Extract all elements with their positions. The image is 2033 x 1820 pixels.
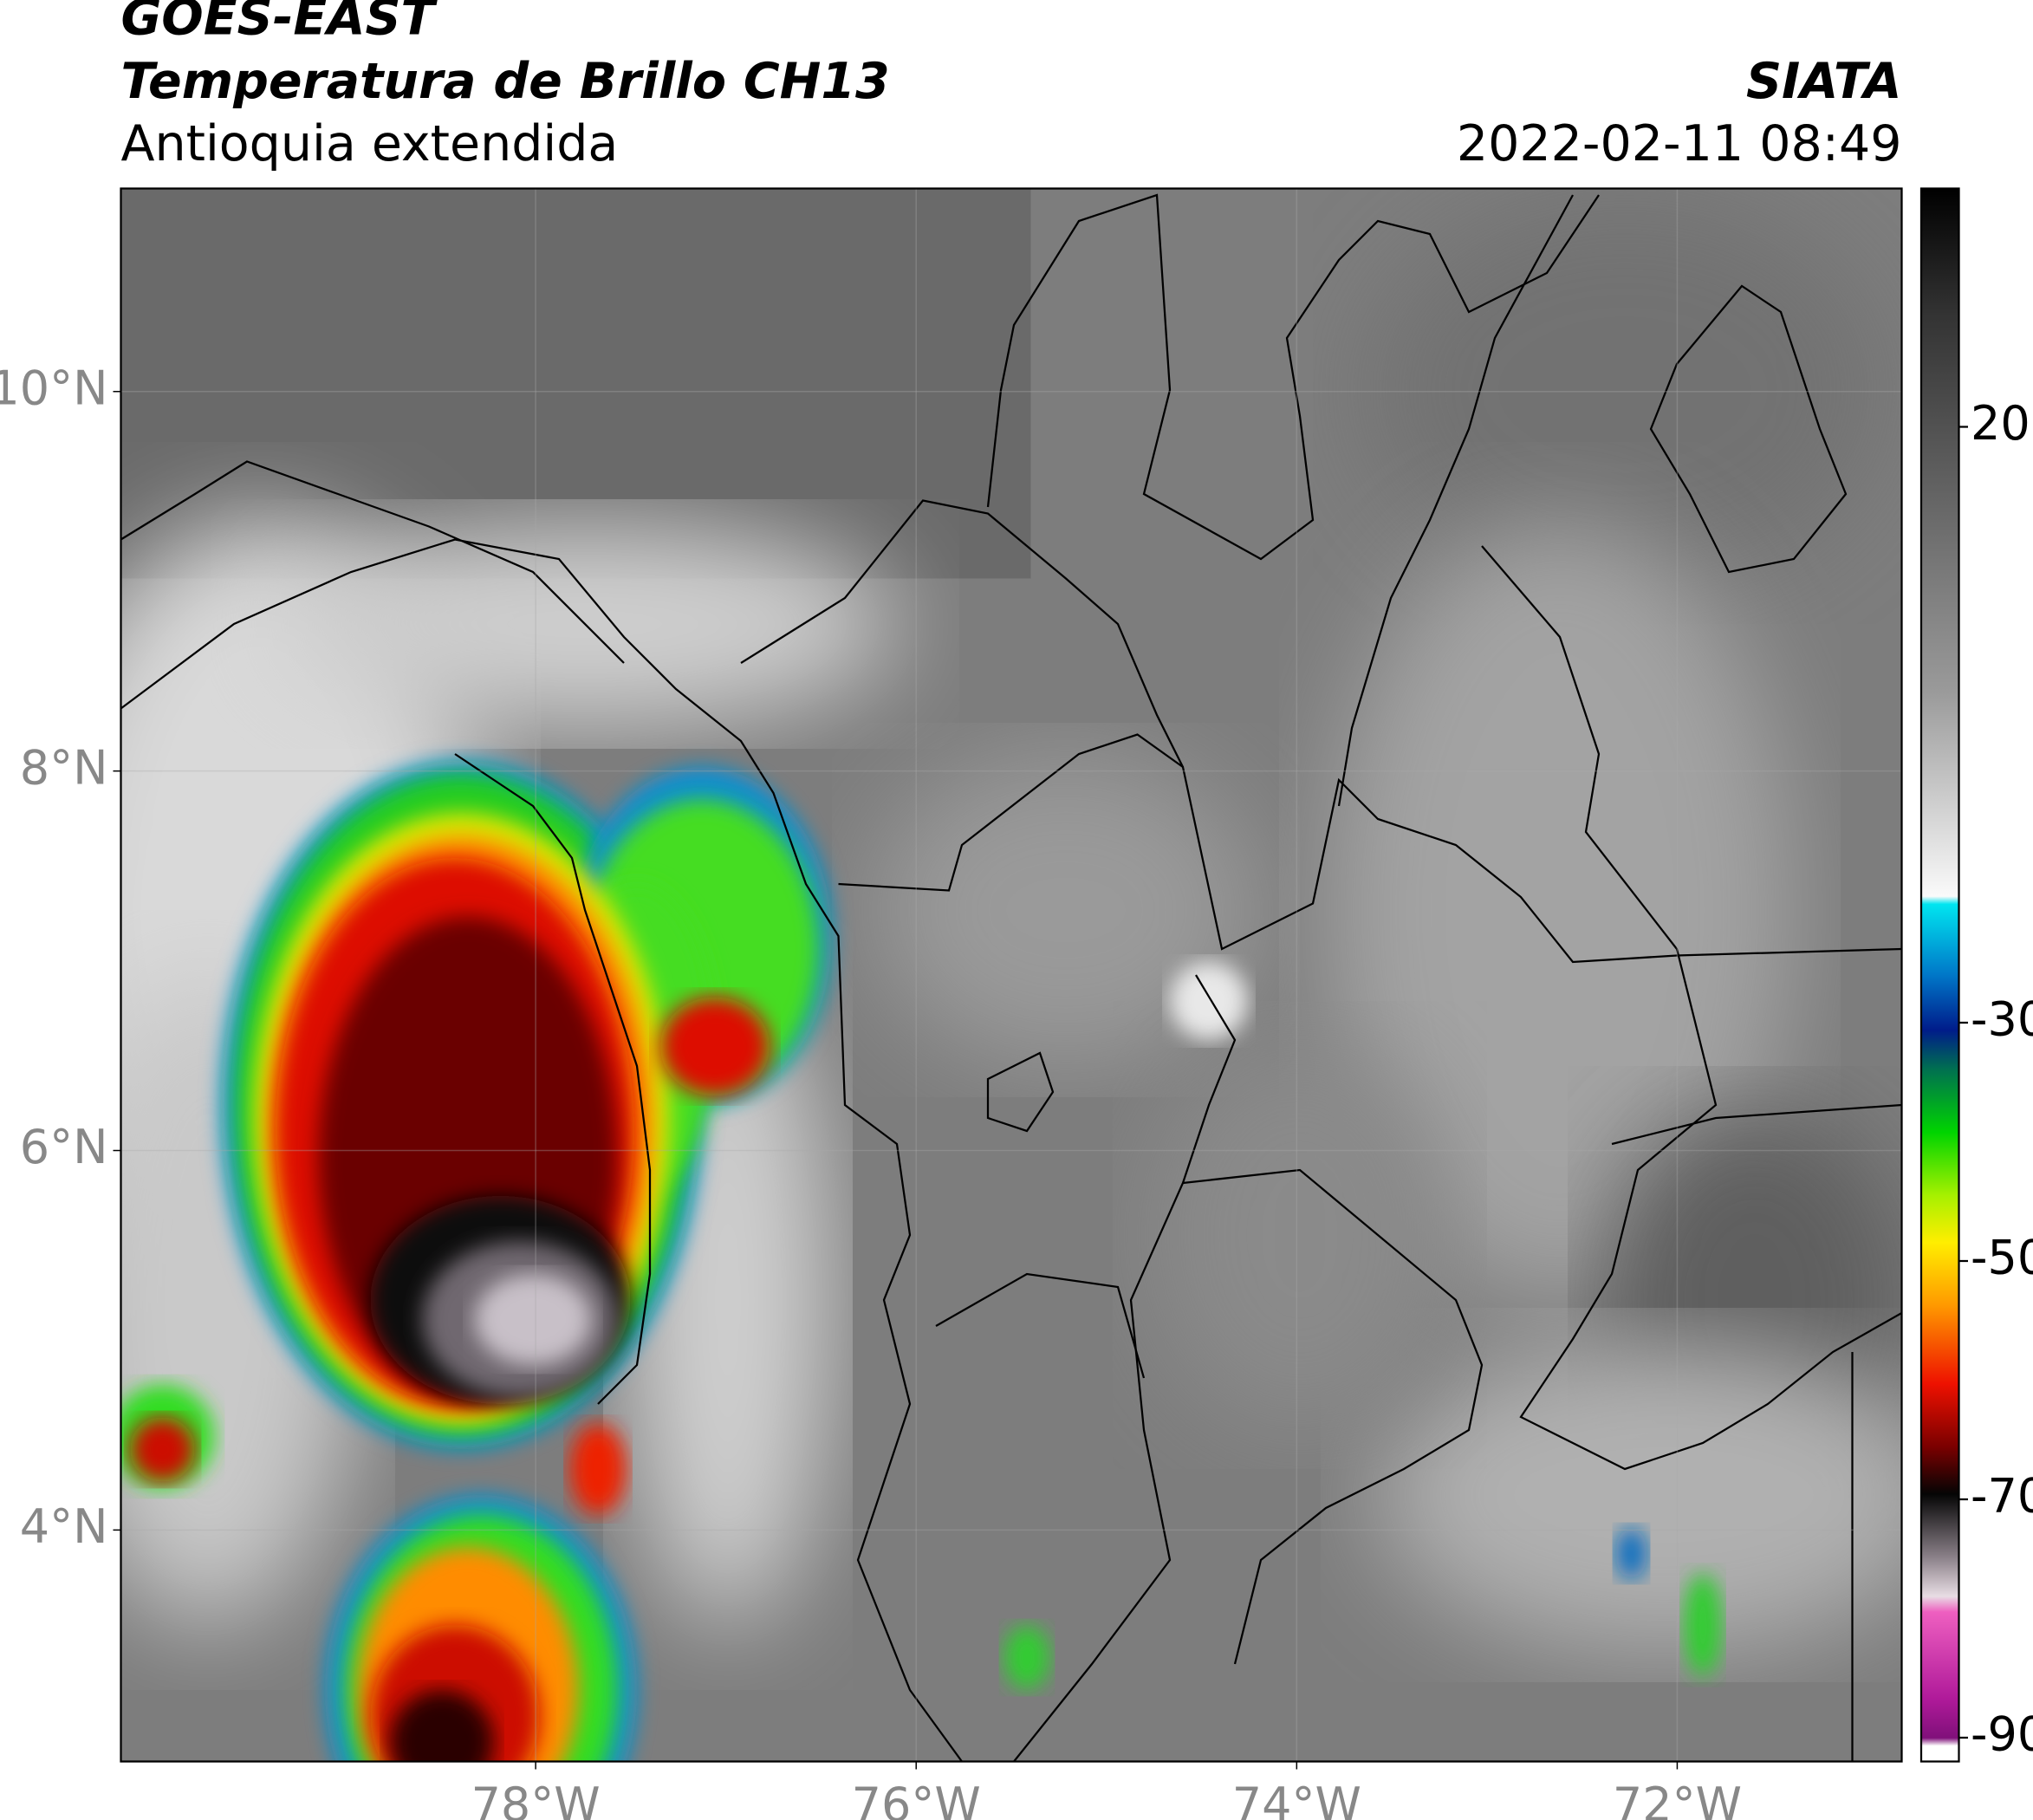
x-tick-label: 72°W (1613, 1778, 1742, 1820)
colorbar-tick-label: -50 (1971, 1231, 2033, 1285)
x-tick-label: 76°W (852, 1778, 981, 1820)
x-tick-label: 78°W (471, 1778, 601, 1820)
y-tick-label: 8°N (20, 740, 108, 795)
colorbar-tick-label: -70 (1971, 1469, 2033, 1524)
y-tick-label: 6°N (20, 1120, 108, 1174)
grid (120, 188, 1902, 1762)
y-tick-label: 4°N (20, 1499, 108, 1554)
borders (120, 193, 1902, 1762)
y-tick-label: 10°N (0, 361, 108, 415)
x-tick-label: 74°W (1232, 1778, 1361, 1820)
subtitle: Temperatura de Brillo CH13 (121, 53, 890, 110)
map-frame (120, 187, 1903, 1763)
datetime: 2022-02-11 08:49 (1457, 115, 1902, 172)
region: Antioquia extendida (121, 115, 619, 172)
colorbar (1919, 187, 1960, 1763)
satellite-image (120, 188, 1902, 1762)
title: GOES-EAST (121, 0, 438, 47)
colorbar-tick-label: -90 (1971, 1707, 2033, 1762)
colorbar-tick-label: 20 (1971, 396, 2030, 451)
source: SIATA (1746, 53, 1902, 110)
storm (120, 760, 1723, 1762)
colorbar-tick-label: -30 (1971, 992, 2033, 1047)
